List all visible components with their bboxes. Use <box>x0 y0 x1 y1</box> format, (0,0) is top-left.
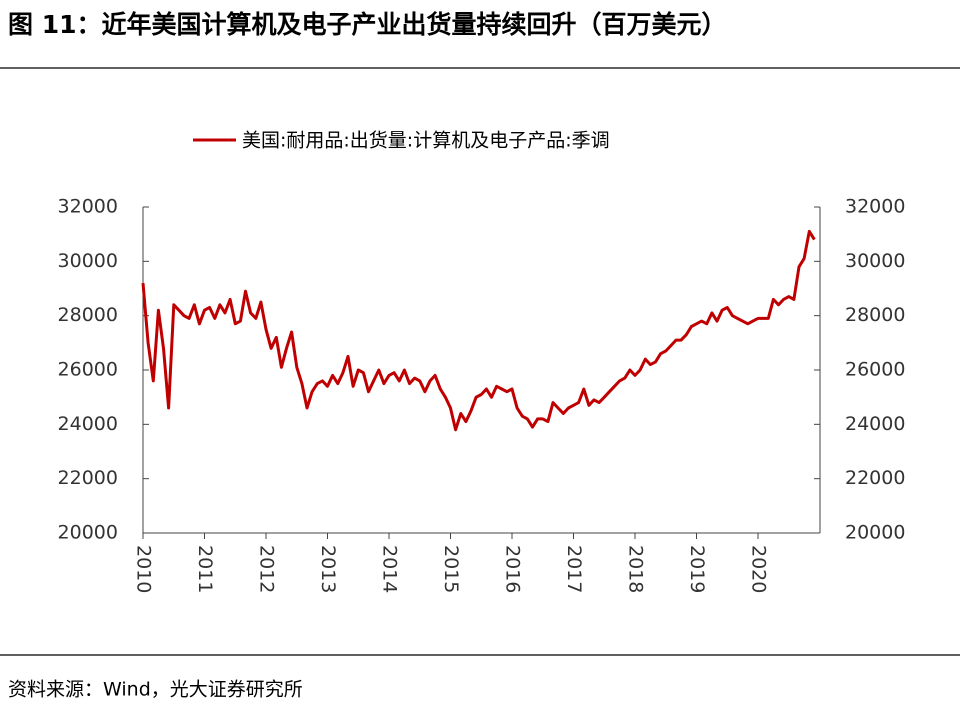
y2-tick-label: 32000 <box>845 196 905 218</box>
y2-tick-label: 26000 <box>845 359 905 381</box>
x-tick-label: 2016 <box>502 545 524 593</box>
x-tick-label: 2019 <box>686 545 708 593</box>
y-tick-label: 30000 <box>58 250 118 272</box>
y-tick-label: 24000 <box>58 413 118 435</box>
data-line <box>141 229 816 432</box>
x-tick-label: 2020 <box>748 545 770 593</box>
legend-label: 美国:耐用品:出货量:计算机及电子产品:季调 <box>242 130 610 152</box>
source-note: 资料来源：Wind，光大证券研究所 <box>8 679 303 701</box>
y-tick-label: 28000 <box>58 304 118 326</box>
x-tick-label: 2014 <box>379 545 401 593</box>
y-tick-label: 26000 <box>58 359 118 381</box>
chart-title: 图 11：近年美国计算机及电子产业出货量持续回升（百万美元） <box>8 10 727 39</box>
x-tick-label: 2011 <box>194 545 216 593</box>
x-tick-label: 2015 <box>440 545 462 593</box>
x-tick-label: 2010 <box>133 545 155 593</box>
y2-tick-label: 20000 <box>845 522 905 544</box>
y2-tick-label: 28000 <box>845 304 905 326</box>
x-tick-label: 2012 <box>256 545 278 593</box>
y2-tick-label: 22000 <box>845 467 905 489</box>
y2-tick-label: 24000 <box>845 413 905 435</box>
y-tick-label: 32000 <box>58 196 118 218</box>
x-tick-label: 2018 <box>625 545 647 593</box>
y2-tick-label: 30000 <box>845 250 905 272</box>
y-tick-label: 22000 <box>58 467 118 489</box>
x-tick-label: 2013 <box>317 545 339 593</box>
x-tick-label: 2017 <box>563 545 585 593</box>
y-tick-label: 20000 <box>58 522 118 544</box>
